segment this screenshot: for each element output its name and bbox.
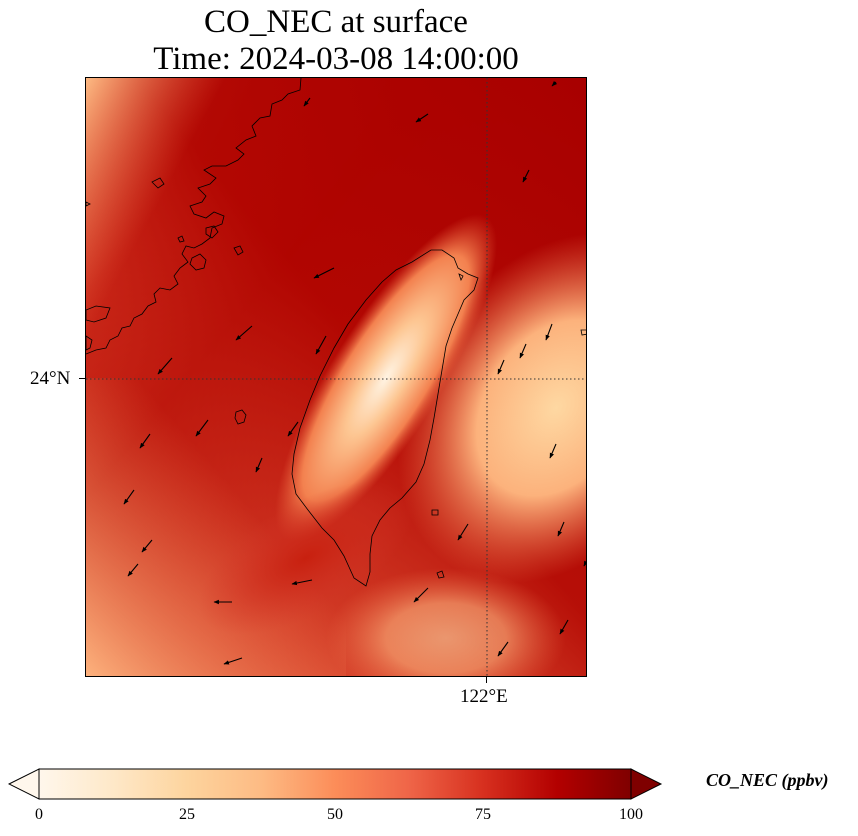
- colorbar-extend-max: [630, 768, 663, 800]
- lon-tick-label: 122°E: [460, 686, 508, 707]
- colorbar-extend-min: [8, 768, 40, 800]
- colorbar-gradient: [38, 768, 632, 800]
- plot-title-line1: CO_NEC at surface: [204, 4, 468, 40]
- colorbar-tick-label: 25: [179, 806, 195, 823]
- wind-vectors: [123, 80, 586, 665]
- map-panel: [85, 77, 587, 677]
- colorbar-tick-label: 50: [327, 806, 343, 823]
- china-coastline: [86, 78, 302, 355]
- taiwan-coastline: [291, 249, 479, 587]
- colorbar: [8, 768, 663, 800]
- plot-title-line2: Time: 2024-03-08 14:00:00: [153, 41, 519, 77]
- lon-tick-mark: [486, 677, 487, 683]
- map-svg: [86, 78, 586, 676]
- colorbar-tick-label: 100: [619, 806, 643, 823]
- lat-tick-mark: [79, 378, 85, 379]
- lat-tick-label: 24°N: [30, 368, 71, 389]
- colorbar-tick-label: 75: [475, 806, 491, 823]
- colorbar-tick-label: 0: [35, 806, 43, 823]
- colorbar-label: CO_NEC (ppbv): [706, 770, 829, 790]
